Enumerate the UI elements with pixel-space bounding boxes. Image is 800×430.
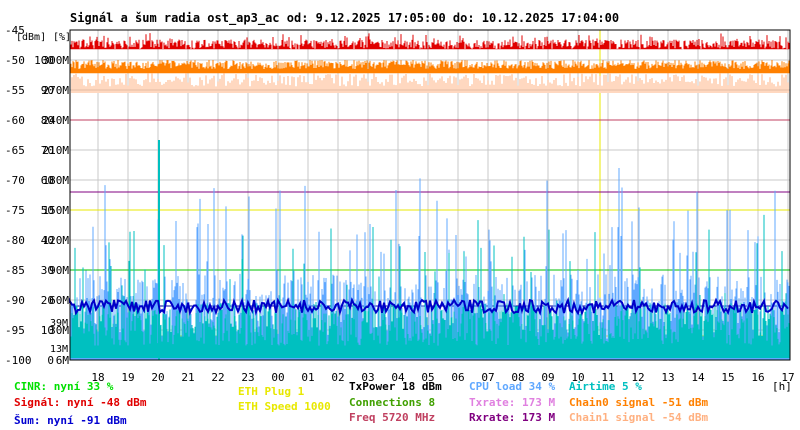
y-tick-pct: 10	[41, 324, 54, 337]
y-tick-rate: 240M	[43, 114, 70, 127]
y-tick-dbm: -75	[5, 204, 25, 217]
legend-chain0: Chain0 signal -51 dBm	[569, 396, 708, 409]
x-tick-label: 06	[451, 371, 464, 384]
y-tick-rate: 300M	[43, 54, 70, 67]
x-tick-label: 07	[481, 371, 494, 384]
y-tick-pct: 20	[41, 294, 54, 307]
y-tick-dbm: -45	[5, 24, 25, 37]
y-tick-dbm: -90	[5, 294, 25, 307]
y-tick-pct: 100	[34, 54, 54, 67]
y-tick-pct: 50	[41, 204, 54, 217]
y-tick-dbm: -85	[5, 264, 25, 277]
plot-frame	[69, 29, 791, 361]
x-tick-label: 10	[571, 371, 584, 384]
series-signal	[69, 33, 790, 50]
x-tick-label: 22	[211, 371, 224, 384]
legend-freq: Freq 5720 MHz	[349, 411, 435, 424]
chart-title: Signál a šum radia ost_ap3_ac od: 9.12.2…	[70, 11, 619, 26]
y-tick-pct: 0	[47, 354, 54, 367]
y-tick-dbm: -65	[5, 144, 25, 157]
x-tick-label: 19	[121, 371, 134, 384]
x-tick-label: 20	[151, 371, 164, 384]
legend-txpower: TxPower 18 dBm	[349, 380, 442, 393]
x-tick-label: 14	[691, 371, 705, 384]
legend-airtime: Airtime 5 %	[569, 380, 642, 393]
y-tick-rate: 150M	[43, 204, 70, 217]
x-tick-label: 23	[241, 371, 254, 384]
y-tick-pct: 30	[41, 264, 54, 277]
x-tick-label: 04	[391, 371, 405, 384]
y-tick-dbm: -70	[5, 174, 25, 187]
x-tick-label: 13	[661, 371, 674, 384]
y-tick-pct: 70	[41, 144, 54, 157]
unit-left: [dBm]	[16, 32, 46, 43]
x-tick-label: 18	[91, 371, 104, 384]
y-tick-dbm: -55	[5, 84, 25, 97]
y-tick-rate: 60M	[49, 294, 69, 307]
y-tick-rate: 120M	[43, 234, 70, 247]
x-tick-label: 02	[331, 371, 344, 384]
x-tick-label: 03	[361, 371, 374, 384]
legend-chain1: Chain1 signal -54 dBm	[569, 411, 708, 424]
y-tick-rate: 270M	[43, 84, 70, 97]
y-tick-rate: 90M	[49, 264, 69, 277]
x-tick-label: 05	[421, 371, 434, 384]
x-tick-label: 16	[751, 371, 764, 384]
y-tick-pct: 40	[41, 234, 54, 247]
inner-label-13m: 13M	[50, 344, 68, 355]
y-tick-pct: 60	[41, 174, 54, 187]
unit-hours: [h]	[772, 380, 792, 393]
x-tick-label: 08	[511, 371, 524, 384]
x-tick-label: 17	[781, 371, 794, 384]
x-tick-labels: 18 19 20 21 22 23 00 01 02 03 04 05 06 07 08 09 10 11 12 13…	[91, 371, 794, 384]
y-tick-dbm: -50	[5, 54, 25, 67]
x-tick-label: 21	[181, 371, 194, 384]
legend: CINR: nyní 33 % Signál: nyní -48 dBm Šum…	[14, 380, 708, 427]
x-tick-label: 01	[301, 371, 314, 384]
y-tick-labels: -45-50-55-60-65-70-75-80-85-90-95-100100…	[5, 24, 69, 367]
legend-noise: Šum: nyní -91 dBm	[14, 414, 127, 427]
legend-rxrate: Rxrate: 173 M	[469, 411, 555, 424]
legend-eth-plug: ETH Plug 1	[238, 385, 305, 398]
y-tick-rate: 30M	[49, 324, 69, 337]
series-chain0-signal	[69, 60, 790, 74]
y-tick-rate: 6M	[56, 354, 70, 367]
y-tick-rate: 210M	[43, 144, 70, 157]
y-tick-pct: 90	[41, 84, 54, 97]
y-tick-dbm: -60	[5, 114, 25, 127]
legend-connections: Connections 8	[349, 396, 435, 409]
legend-eth-speed: ETH Speed 1000	[238, 400, 331, 413]
series-layer	[69, 33, 790, 360]
legend-cinr: CINR: nyní 33 %	[14, 380, 114, 393]
legend-signal: Signál: nyní -48 dBm	[14, 396, 147, 409]
unit-middle: [%]	[53, 32, 71, 43]
inner-label-39m: 39M	[50, 318, 68, 329]
x-tick-label: 15	[721, 371, 734, 384]
y-tick-dbm: -95	[5, 324, 25, 337]
series-cinr	[70, 214, 790, 358]
y-tick-dbm: -80	[5, 234, 25, 247]
x-tick-label: 11	[601, 371, 614, 384]
x-tick-label: 09	[541, 371, 554, 384]
y-tick-pct: 80	[41, 114, 54, 127]
x-tick-label: 12	[631, 371, 644, 384]
x-tick-label: 00	[271, 371, 284, 384]
legend-cpu-load: CPU load 34 %	[469, 380, 555, 393]
series-noise	[69, 296, 789, 317]
legend-txrate: Txrate: 173 M	[469, 396, 555, 409]
y-tick-rate: 180M	[43, 174, 70, 187]
y-tick-dbm: -100	[5, 354, 32, 367]
